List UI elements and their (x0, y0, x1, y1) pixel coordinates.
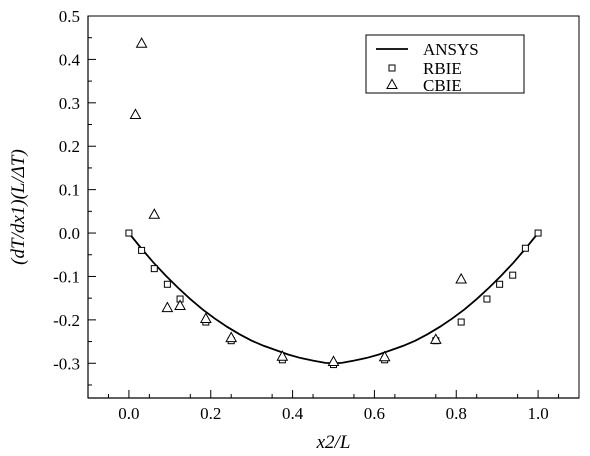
rbie-point (150, 265, 158, 273)
rbie-point (163, 280, 171, 288)
y-tick-label: 0.3 (59, 94, 80, 113)
cbie-point (148, 208, 161, 219)
y-tick-label: 0.2 (59, 137, 80, 156)
x-tick-label: 0.4 (282, 404, 304, 423)
cbie-point (199, 312, 212, 323)
legend-ansys-label: ANSYS (423, 40, 479, 59)
rbie-point (534, 229, 542, 237)
cbie-point (327, 355, 340, 366)
cbie-point (455, 272, 468, 284)
y-tick-label: 0.1 (59, 181, 80, 200)
y-tick-label: -0.2 (53, 311, 80, 330)
data-marks (125, 37, 542, 369)
x-tick-label: 0.0 (118, 404, 139, 423)
y-tick-label: 0.0 (59, 224, 80, 243)
y-tick-label: 0.4 (59, 50, 81, 69)
cbie-point (174, 299, 186, 310)
cbie-point (161, 301, 174, 313)
y-tick-label: -0.1 (53, 267, 80, 286)
x-axis-title: x2/L (316, 432, 351, 453)
cbie-point (225, 331, 238, 343)
cbie-point (135, 37, 148, 48)
rbie-point (125, 229, 133, 237)
rbie-point (521, 244, 529, 252)
rbie-point (483, 295, 491, 303)
cbie-point (276, 350, 289, 361)
legend-triangle-marker (386, 78, 398, 89)
x-tick-label: 0.2 (200, 404, 221, 423)
y-tick-label: 0.5 (59, 7, 80, 26)
x-tick-label: 0.8 (446, 404, 467, 423)
cbie-point (429, 333, 442, 344)
legend-cbie-label: CBIE (423, 76, 462, 95)
y-tick-label: -0.3 (53, 354, 80, 373)
legend-rbie-label: RBIE (423, 59, 462, 78)
rbie-point (138, 246, 146, 254)
rbie-point (509, 271, 517, 279)
axes: 0.0 0.2 0.4 0.6 0.8 1.0 0.5 0.4 0.3 0.2 0.1 0.0 -0.1… (53, 7, 579, 423)
x-tick-label: 0.6 (364, 404, 385, 423)
cbie-point (378, 350, 391, 362)
rbie-point (496, 280, 504, 288)
legend-square-marker (388, 64, 396, 72)
rbie-point (457, 318, 465, 326)
y-axis-title: (dT/dx1)(L/ΔT) (8, 149, 29, 265)
series-line-ansys (128, 232, 539, 365)
x-tick-label: 1.0 (527, 404, 548, 423)
cbie-point (129, 108, 142, 119)
